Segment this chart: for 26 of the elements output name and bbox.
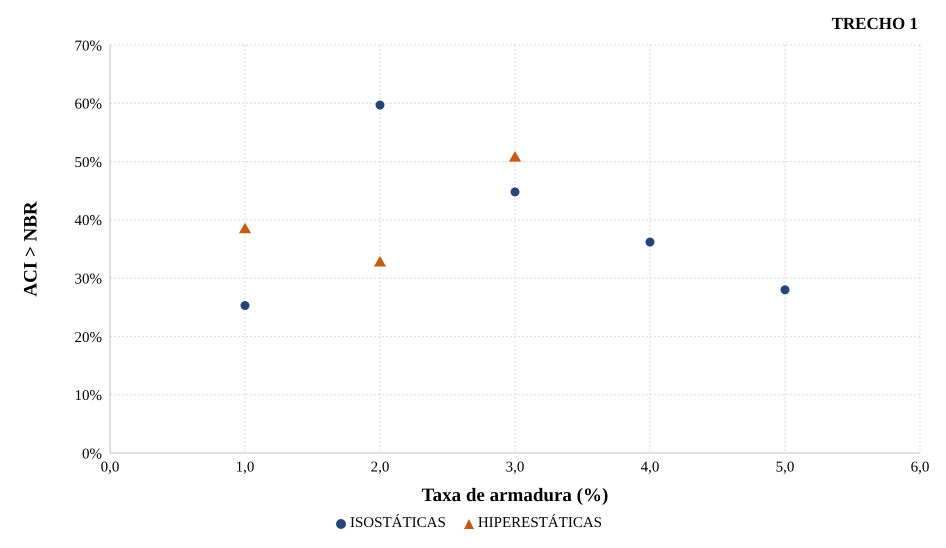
x-tick-label: 4,0: [640, 460, 660, 476]
x-tick-label: 1,0: [236, 460, 254, 476]
y-tick-label: 20%: [74, 330, 102, 346]
point: [240, 301, 250, 310]
x-tick-label: 3,0: [506, 460, 524, 476]
y-tick-label: 50%: [74, 154, 102, 171]
y-tick-label: 10%: [74, 388, 102, 404]
point: [510, 187, 520, 196]
y-tick-label: 70%: [74, 38, 102, 54]
x-tick-label: 6,0: [910, 460, 930, 476]
x-axis-title: Taxa de armadura (%): [422, 485, 608, 506]
x-tick-label: 0,0: [100, 460, 120, 476]
y-tick-label: 40%: [74, 213, 102, 230]
point: [645, 238, 655, 247]
point: [375, 100, 385, 110]
y-tick-label: 30%: [74, 271, 102, 288]
y-axis-title: ACI > NBR: [20, 201, 42, 297]
point: [780, 285, 790, 294]
legend-label: HIPERESTÁTICAS: [478, 515, 602, 532]
y-tick-label: 0%: [82, 446, 102, 462]
x-tick-label: 5,0: [776, 460, 794, 476]
y-tick-label: 60%: [74, 96, 102, 113]
legend-label: ISOSTÁTICAS: [350, 515, 446, 532]
x-tick-label: 2,0: [370, 460, 390, 476]
chart-title: TRECHO 1: [832, 14, 918, 34]
point: [508, 151, 522, 162]
